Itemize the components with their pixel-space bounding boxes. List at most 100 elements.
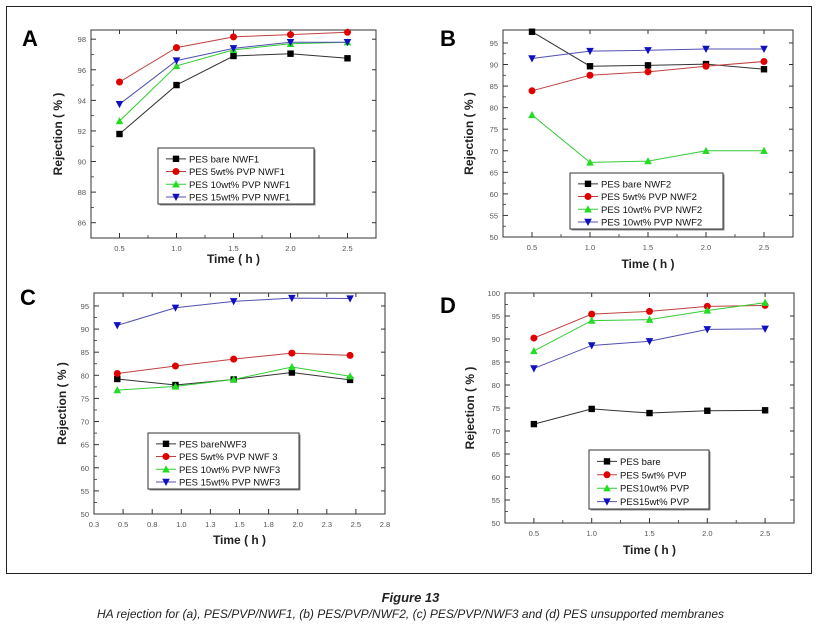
data-point	[703, 326, 712, 334]
y-tick-label: 75	[81, 394, 89, 403]
data-point	[530, 420, 538, 428]
legend-marker	[162, 440, 170, 448]
data-point	[645, 338, 654, 346]
data-point	[116, 130, 123, 138]
data-point	[586, 47, 594, 56]
legend-label: PES 10wt% PVP NWF3	[179, 465, 280, 476]
data-point	[113, 386, 122, 394]
legend-marker	[172, 193, 180, 201]
panel-b: B 50 55 60 65 70 75 80 85 90 95 0.5 1.0 1.5 2.0 2.5 Time…	[440, 26, 794, 271]
y-tick-label: 92	[78, 127, 86, 136]
data-point	[530, 346, 538, 355]
data-point	[644, 62, 652, 69]
data-point	[703, 306, 712, 314]
x-tick-label: 2.3	[322, 520, 332, 529]
y-axis-label: Rejection ( % )	[55, 362, 69, 445]
data-point	[288, 369, 296, 376]
x-axis-label: Time ( h )	[207, 252, 260, 266]
y-tick-label: 50	[490, 233, 498, 242]
figure-frame	[6, 6, 812, 574]
y-axis-label: Rejection ( % )	[51, 93, 65, 176]
legend-label: PES bare	[620, 457, 661, 468]
y-tick-label: 95	[81, 302, 89, 311]
legend-box	[157, 147, 315, 205]
data-point	[344, 55, 351, 62]
legend-marker	[584, 218, 592, 226]
x-tick-label: 1.0	[176, 520, 186, 529]
data-point	[703, 302, 711, 310]
data-point	[113, 369, 121, 377]
x-tick-label: 1.3	[205, 520, 215, 529]
data-point	[530, 365, 538, 373]
figure-caption-title: Figure 13	[381, 590, 440, 605]
y-tick-label: 65	[490, 168, 498, 177]
data-point	[287, 31, 294, 39]
data-point	[587, 342, 596, 350]
data-point	[644, 157, 652, 165]
y-tick-label: 60	[81, 464, 89, 473]
legend-marker	[603, 458, 611, 465]
data-point	[171, 304, 180, 312]
data-point	[115, 100, 124, 109]
legend-label: PES 15wt% PVP NWF1	[189, 193, 290, 204]
data-point	[702, 146, 710, 154]
x-tick-label: 2.0	[702, 529, 712, 538]
legend-label: PES bareNWF3	[179, 439, 247, 450]
data-point	[760, 57, 768, 65]
y-tick-label: 95	[492, 312, 500, 321]
x-tick-label: 0.8	[147, 520, 157, 529]
x-tick-label: 2.8	[380, 520, 390, 529]
panel-letter: D	[440, 293, 456, 318]
x-tick-label: 0.5	[527, 243, 537, 252]
x-tick-label: 2.5	[342, 244, 352, 253]
x-tick-label: 0.3	[89, 520, 99, 529]
legend-label: PES 10wt% PVP NWF1	[189, 180, 290, 191]
plot-frame	[90, 29, 377, 239]
data-point	[587, 316, 596, 324]
data-point	[288, 362, 296, 371]
y-tick-label: 100	[487, 289, 500, 298]
y-tick-label: 70	[492, 427, 500, 436]
y-tick-label: 50	[492, 519, 500, 528]
legend-marker	[603, 484, 611, 492]
data-point	[528, 28, 536, 35]
data-point	[530, 334, 538, 342]
legend-box	[147, 432, 300, 490]
x-tick-label: 1.5	[644, 529, 654, 538]
legend-marker	[584, 180, 592, 188]
x-tick-label: 1.5	[643, 243, 653, 252]
x-tick-label: 1.0	[585, 243, 595, 252]
data-point	[702, 62, 710, 70]
y-tick-label: 80	[81, 371, 89, 380]
data-point	[646, 307, 653, 315]
legend-marker	[584, 193, 592, 201]
x-tick-label: 1.5	[228, 244, 238, 253]
y-tick-label: 90	[78, 158, 86, 167]
x-tick-label: 2.0	[701, 243, 711, 252]
y-tick-label: 98	[78, 35, 86, 44]
panel-letter: B	[440, 26, 456, 51]
y-tick-label: 60	[490, 190, 498, 199]
y-tick-label: 60	[492, 473, 500, 482]
data-point	[528, 55, 536, 63]
data-point	[760, 146, 768, 154]
legend-marker	[172, 180, 180, 188]
x-tick-label: 2.5	[760, 529, 770, 538]
x-tick-label: 1.0	[171, 244, 181, 253]
data-point	[229, 45, 238, 53]
y-tick-label: 85	[490, 82, 498, 91]
data-point	[288, 349, 296, 357]
y-tick-label: 65	[492, 450, 500, 459]
legend-marker	[584, 205, 592, 213]
data-point	[286, 39, 295, 47]
legend-label: PES 5wt% PVP NWF 3	[179, 452, 278, 463]
data-point	[172, 57, 181, 65]
legend-label: PES bare NWF2	[601, 179, 671, 190]
series-line	[533, 328, 766, 369]
data-point	[704, 407, 711, 414]
y-tick-label: 70	[81, 418, 89, 427]
y-tick-label: 90	[492, 335, 500, 344]
data-point	[702, 45, 710, 53]
x-tick-label: 0.5	[114, 244, 124, 253]
data-point	[644, 47, 652, 55]
